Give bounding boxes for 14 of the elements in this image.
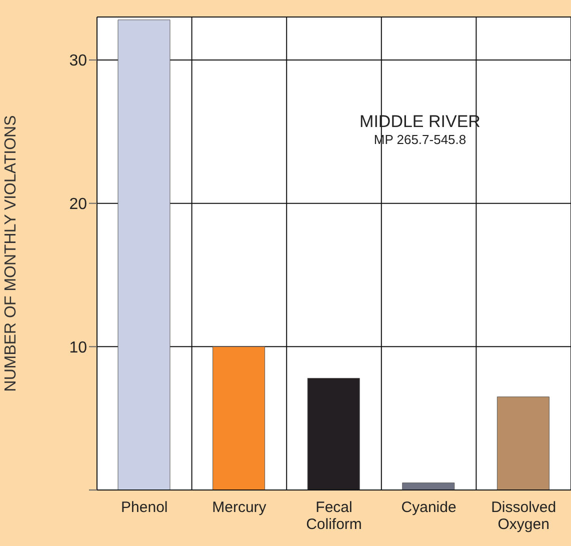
x-tick-label: Fecal Coliform — [306, 499, 362, 533]
y-tick-label: 30 — [69, 52, 88, 70]
y-tick-label: 20 — [69, 196, 88, 214]
x-tick-label: Mercury — [212, 499, 267, 516]
bar — [118, 20, 170, 490]
bar — [496, 396, 550, 490]
y-axis-title: NUMBER OF MONTHLY VIOLATIONS — [2, 115, 20, 392]
bar — [307, 378, 360, 490]
bar — [212, 346, 266, 490]
x-tick-label: Phenol — [121, 499, 168, 516]
x-tick-label: Cyanide — [401, 499, 456, 516]
bar — [402, 482, 455, 490]
y-tick-label: 10 — [69, 339, 88, 356]
x-tick-label: Dissolved Oxygen — [491, 499, 556, 533]
